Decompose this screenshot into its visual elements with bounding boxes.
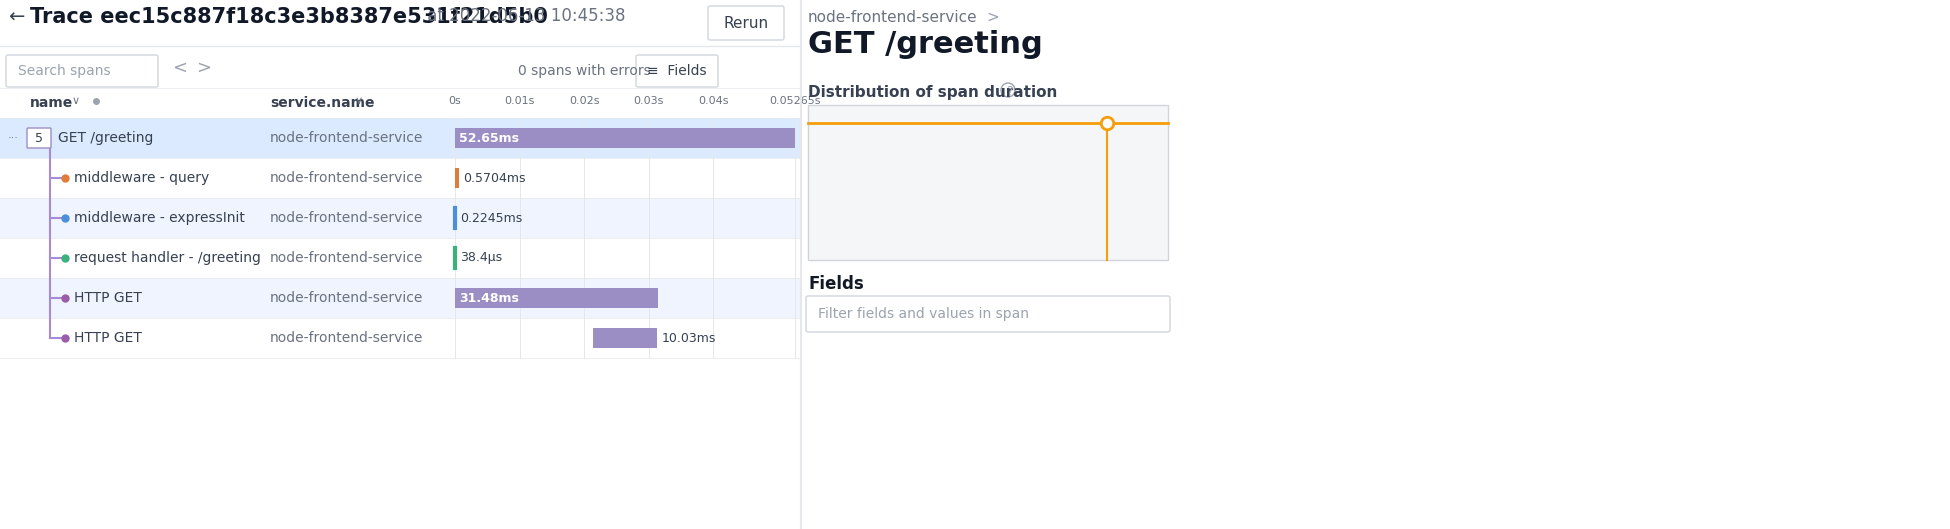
Text: node-frontend-service: node-frontend-service bbox=[269, 251, 423, 265]
Text: name: name bbox=[29, 96, 74, 110]
Text: ∨: ∨ bbox=[355, 96, 363, 106]
Text: 0s: 0s bbox=[448, 96, 462, 106]
Bar bbox=[0, 278, 800, 318]
Text: Filter fields and values in span: Filter fields and values in span bbox=[817, 307, 1030, 321]
Text: 0.04s: 0.04s bbox=[698, 96, 729, 106]
Text: service.name: service.name bbox=[269, 96, 374, 110]
Text: 52.65ms: 52.65ms bbox=[458, 132, 519, 144]
Text: Rerun: Rerun bbox=[723, 15, 768, 31]
Text: ?: ? bbox=[1006, 85, 1012, 98]
Text: 0.01s: 0.01s bbox=[505, 96, 534, 106]
Bar bbox=[0, 198, 800, 238]
Text: HTTP GET: HTTP GET bbox=[74, 331, 142, 345]
Text: at 2022-06-13 10:45:38: at 2022-06-13 10:45:38 bbox=[421, 7, 626, 25]
FancyBboxPatch shape bbox=[27, 128, 51, 148]
Text: node-frontend-service: node-frontend-service bbox=[269, 171, 423, 185]
Text: GET /greeting: GET /greeting bbox=[807, 30, 1043, 59]
Text: >: > bbox=[197, 59, 211, 77]
Text: node-frontend-service: node-frontend-service bbox=[269, 331, 423, 345]
Text: GET /greeting: GET /greeting bbox=[58, 131, 154, 145]
Text: 0.2245ms: 0.2245ms bbox=[460, 212, 523, 224]
Text: middleware - query: middleware - query bbox=[74, 171, 209, 185]
Bar bbox=[807, 105, 1168, 260]
Bar bbox=[0, 118, 800, 158]
Text: node-frontend-service: node-frontend-service bbox=[807, 10, 977, 25]
Text: 0.03s: 0.03s bbox=[634, 96, 663, 106]
FancyBboxPatch shape bbox=[6, 55, 158, 87]
Text: 0.5704ms: 0.5704ms bbox=[462, 171, 525, 185]
Bar bbox=[0, 318, 800, 358]
Text: <: < bbox=[172, 59, 187, 77]
FancyBboxPatch shape bbox=[636, 55, 718, 87]
Bar bbox=[0, 238, 800, 278]
Bar bbox=[0, 0, 800, 46]
Text: Fields: Fields bbox=[807, 275, 864, 293]
Text: request handler - /greeting: request handler - /greeting bbox=[74, 251, 261, 265]
Text: Search spans: Search spans bbox=[18, 64, 111, 78]
Text: 0 spans with errors: 0 spans with errors bbox=[519, 64, 651, 78]
Bar bbox=[0, 158, 800, 198]
Text: ···: ··· bbox=[8, 133, 20, 143]
Text: node-frontend-service: node-frontend-service bbox=[269, 291, 423, 305]
Bar bbox=[454, 168, 458, 188]
Text: Trace eec15c887f18c3e3b8387e531f21d5b0: Trace eec15c887f18c3e3b8387e531f21d5b0 bbox=[29, 7, 548, 27]
Text: Distribution of span duration: Distribution of span duration bbox=[807, 85, 1057, 100]
Text: 38.4μs: 38.4μs bbox=[460, 251, 503, 264]
Bar bbox=[454, 129, 796, 148]
FancyBboxPatch shape bbox=[805, 296, 1170, 332]
Text: ∨: ∨ bbox=[72, 96, 80, 106]
Text: 0.05265s: 0.05265s bbox=[768, 96, 821, 106]
Text: 10.03ms: 10.03ms bbox=[661, 332, 716, 344]
Text: HTTP GET: HTTP GET bbox=[74, 291, 142, 305]
Text: node-frontend-service: node-frontend-service bbox=[269, 131, 423, 145]
Text: node-frontend-service: node-frontend-service bbox=[269, 211, 423, 225]
Text: middleware - expressInit: middleware - expressInit bbox=[74, 211, 246, 225]
Text: 0.02s: 0.02s bbox=[569, 96, 599, 106]
Text: ←: ← bbox=[8, 8, 23, 27]
Text: ≡  Fields: ≡ Fields bbox=[647, 64, 706, 78]
Text: 31.48ms: 31.48ms bbox=[458, 291, 519, 305]
Text: >: > bbox=[987, 10, 998, 25]
FancyBboxPatch shape bbox=[708, 6, 784, 40]
Text: 5: 5 bbox=[35, 132, 43, 144]
Bar bbox=[454, 288, 659, 307]
Bar bbox=[593, 329, 657, 348]
